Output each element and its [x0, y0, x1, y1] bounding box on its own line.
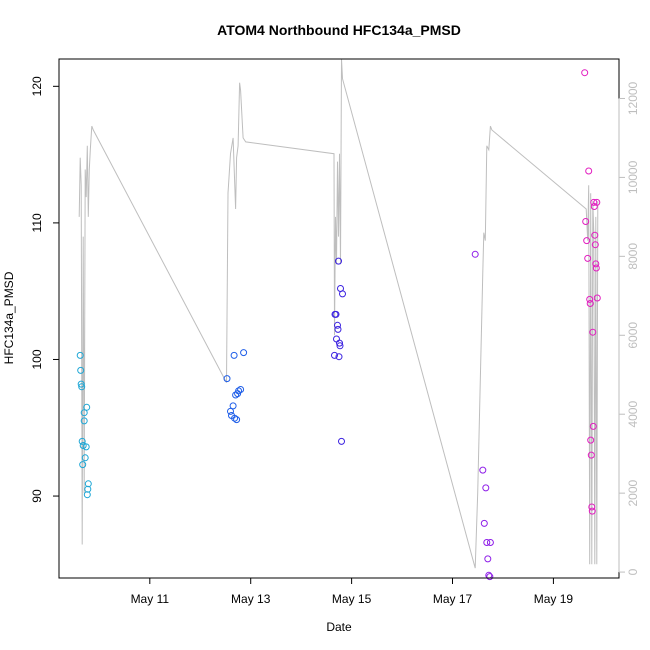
data-point — [80, 417, 88, 425]
data-point — [79, 461, 87, 469]
data-point — [588, 503, 596, 511]
y-axis-left: 90 100 110 120 — [30, 76, 59, 503]
y-axis-label: HFC134a_PMSD — [2, 271, 16, 364]
data-point — [589, 328, 597, 336]
data-point — [237, 386, 245, 393]
data-point — [583, 237, 591, 245]
x-tick-label: May 15 — [332, 592, 372, 606]
data-point — [230, 351, 238, 359]
data-point — [83, 403, 91, 411]
data-point — [336, 342, 344, 350]
data-point — [590, 198, 598, 206]
data-point — [77, 366, 85, 374]
data-point — [471, 250, 479, 258]
data-point — [338, 437, 345, 445]
altitude-line-layer — [78, 58, 599, 569]
data-point — [484, 555, 492, 563]
data-point — [483, 539, 491, 546]
data-point — [81, 454, 89, 462]
data-point — [593, 198, 601, 206]
x-tick-label: May 19 — [534, 592, 574, 606]
y2-tick-label: 6000 — [626, 322, 640, 349]
data-point — [332, 310, 340, 318]
data-point — [591, 241, 599, 249]
data-point — [591, 231, 599, 239]
data-point — [233, 416, 241, 424]
data-point — [586, 295, 594, 303]
data-point — [335, 257, 342, 265]
y2-tick-label: 0 — [626, 568, 640, 575]
x-tick-label: May 13 — [231, 592, 271, 606]
data-point — [235, 387, 243, 395]
y2-tick-label: 8000 — [626, 243, 640, 270]
data-point — [480, 519, 488, 527]
data-point — [78, 383, 86, 391]
data-point — [240, 349, 248, 357]
data-point — [588, 507, 596, 515]
data-point — [486, 539, 494, 546]
data-point — [231, 414, 239, 422]
y2-tick-label: 10000 — [626, 160, 640, 194]
data-point — [582, 218, 590, 225]
y2-tick-label: 4000 — [626, 401, 640, 428]
data-point — [339, 290, 346, 298]
data-point — [593, 294, 601, 302]
data-point — [77, 380, 85, 388]
y2-tick-label: 2000 — [626, 479, 640, 506]
data-point — [331, 351, 338, 359]
x-tick-label: May 11 — [131, 592, 170, 606]
x-tick-label: May 17 — [433, 592, 473, 606]
data-point — [587, 436, 595, 444]
data-point — [335, 353, 343, 361]
data-point — [227, 407, 234, 415]
data-point — [334, 321, 341, 329]
data-point — [84, 485, 92, 493]
y-tick-label: 120 — [30, 76, 44, 96]
y-axis-right: 0 2000 4000 6000 8000 10000 12000 — [618, 81, 640, 575]
data-point — [479, 466, 487, 474]
data-point — [78, 437, 86, 445]
x-axis: May 11 May 13 May 15 May 17 May 19 — [131, 578, 574, 606]
data-point — [592, 264, 600, 272]
data-point — [584, 254, 592, 262]
y-tick-label: 90 — [30, 489, 44, 503]
data-point — [76, 351, 84, 359]
altitude-line — [78, 58, 599, 569]
points-layer — [76, 69, 601, 581]
data-point — [223, 375, 231, 383]
data-point — [589, 422, 597, 430]
y-tick-label: 110 — [30, 213, 44, 232]
y-tick-label: 100 — [30, 349, 44, 369]
data-point — [334, 325, 342, 333]
data-point — [587, 451, 595, 459]
data-point — [336, 339, 343, 347]
data-point — [581, 69, 589, 77]
data-point — [586, 300, 594, 307]
data-point — [486, 573, 494, 581]
data-point — [84, 480, 92, 488]
data-point — [585, 167, 593, 175]
data-point — [229, 402, 237, 410]
chart-title: ATOM4 Northbound HFC134a_PMSD — [217, 22, 461, 38]
data-point — [482, 484, 490, 492]
y2-tick-label: 12000 — [626, 81, 640, 115]
data-point — [82, 443, 90, 451]
x-axis-label: Date — [326, 620, 352, 634]
data-point — [592, 260, 600, 268]
